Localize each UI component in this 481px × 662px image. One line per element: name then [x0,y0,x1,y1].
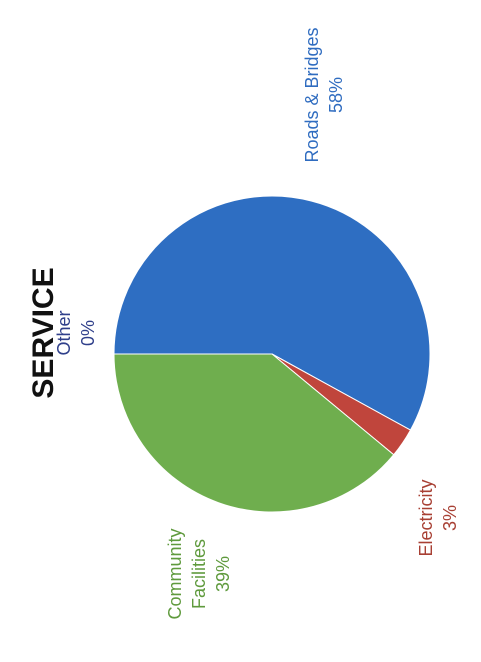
label-roads-bridges-name: Roads & Bridges [302,27,322,162]
label-other: Other 0% [54,310,98,355]
label-community-facilities: Community Facilities 39% [165,528,233,619]
label-community-facilities-name-1: Community [165,528,185,619]
label-roads-bridges: Roads & Bridges 58% [302,27,346,162]
pie-slices [113,195,431,513]
label-electricity-value: 3% [440,505,460,531]
chart-title: SERVICE [27,267,60,398]
label-community-facilities-value: 39% [213,556,233,592]
label-community-facilities-name-2: Facilities [189,539,209,609]
pie-slice-community-facilities [113,353,395,513]
label-electricity: Electricity 3% [416,479,460,556]
label-other-value: 0% [78,320,98,346]
label-electricity-name: Electricity [416,479,436,556]
label-other-name: Other [54,310,74,355]
pie-slice-roads-bridges [113,195,431,431]
label-roads-bridges-value: 58% [326,77,346,113]
